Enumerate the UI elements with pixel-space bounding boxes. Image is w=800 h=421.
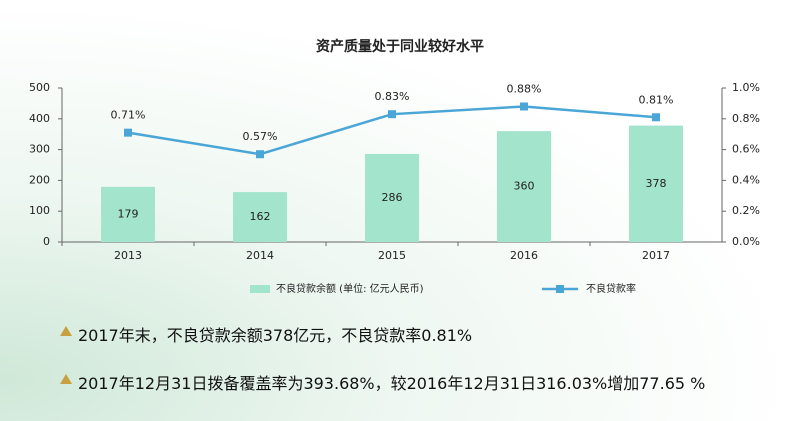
y2-tick-label: 0.2%: [732, 204, 760, 217]
y-tick-label: 400: [29, 112, 50, 125]
bar: [101, 186, 155, 242]
note: 2017年12月31日拨备覆盖率为393.68%，较2016年12月31日316…: [78, 374, 706, 393]
bar: [365, 153, 419, 242]
marker: [652, 113, 660, 122]
x-tick-label: 2017: [642, 249, 670, 262]
data-label: 0.81%: [639, 93, 674, 106]
legend-label: 不良贷款率: [586, 282, 636, 295]
data-label: 360: [514, 180, 535, 193]
y2-tick-label: 1.0%: [732, 81, 760, 94]
data-label: 0.57%: [243, 130, 278, 143]
data-label: 0.71%: [111, 109, 146, 122]
marker: [124, 128, 132, 137]
x-tick-label: 2014: [246, 249, 274, 262]
legend-swatch: [250, 285, 270, 293]
legend-swatch: [556, 285, 564, 293]
y2-tick-label: 0.6%: [732, 143, 760, 156]
bar: [497, 131, 551, 242]
x-tick-label: 2013: [114, 249, 142, 262]
data-label: 378: [646, 177, 667, 190]
legend-label: 不良贷款余额 (单位: 亿元人民币): [276, 282, 424, 295]
y-tick-label: 100: [29, 204, 50, 217]
y2-tick-label: 0.8%: [732, 112, 760, 125]
y-tick-label: 0: [43, 235, 50, 248]
y2-tick-label: 0.4%: [732, 173, 760, 186]
data-label: 162: [250, 210, 271, 223]
data-label: 179: [118, 207, 139, 220]
marker: [388, 110, 396, 119]
y-tick-label: 500: [29, 81, 50, 94]
y2-tick-label: 0.0%: [732, 235, 760, 248]
data-label: 0.83%: [375, 90, 410, 103]
x-tick-label: 2015: [378, 249, 406, 262]
y-tick-label: 200: [29, 173, 50, 186]
bar: [629, 125, 683, 242]
bar: [233, 192, 287, 242]
data-label: 286: [382, 191, 403, 204]
bullet-icon: [60, 326, 72, 336]
x-tick-label: 2016: [510, 249, 538, 262]
data-label: 0.88%: [507, 82, 542, 95]
marker: [520, 102, 528, 111]
bullet-icon: [60, 374, 72, 384]
note: 2017年末，不良贷款余额378亿元，不良贷款率0.81%: [78, 326, 473, 345]
chart-title: 资产质量处于同业较好水平: [316, 38, 484, 55]
y-tick-label: 300: [29, 143, 50, 156]
marker: [256, 150, 264, 159]
